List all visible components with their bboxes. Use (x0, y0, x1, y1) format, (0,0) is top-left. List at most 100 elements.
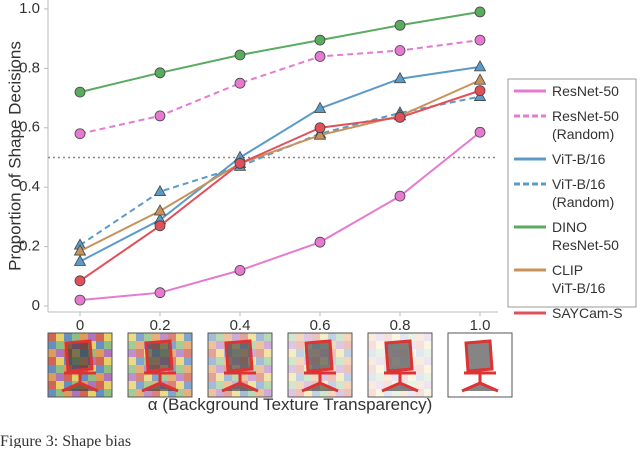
texture-patch (72, 373, 80, 381)
marker (234, 77, 246, 89)
series-line (79, 39, 481, 135)
marker (154, 220, 166, 232)
thumbnail-frame (367, 332, 433, 398)
texture-patch (184, 341, 192, 349)
texture-patch (288, 357, 296, 365)
texture-patch (256, 357, 264, 365)
y-tick-label: 1.0 (19, 0, 40, 17)
texture-patch (320, 373, 328, 381)
texture-patch (336, 389, 344, 397)
series-line (79, 65, 481, 263)
texture-patch (312, 373, 320, 381)
texture-patch (216, 341, 224, 349)
texture-patch (80, 333, 88, 341)
x-axis-label: α (Background Texture Transparency) (148, 395, 432, 414)
texture-patch (184, 373, 192, 381)
texture-patch (408, 341, 416, 349)
texture-patch (216, 333, 224, 341)
series-line (79, 79, 481, 252)
texture-patch (128, 333, 136, 341)
texture-patch (288, 341, 296, 349)
marker (234, 158, 246, 169)
marker (394, 111, 406, 123)
texture-patch (312, 389, 320, 397)
texture-patch (240, 333, 248, 341)
legend-label: ResNet-50 (Random) (552, 108, 619, 142)
texture-patch (88, 333, 96, 341)
texture-patch (208, 365, 216, 373)
chair (381, 339, 419, 393)
texture-patch (424, 333, 432, 341)
texture-patch (136, 349, 144, 357)
x-tick-label: 1.0 (470, 317, 491, 334)
texture-patch (136, 357, 144, 365)
marker (314, 34, 326, 46)
texture-patch (328, 333, 336, 341)
texture-patch (328, 389, 336, 397)
texture-patch (248, 333, 256, 341)
texture-patch (48, 341, 56, 349)
marker (74, 128, 86, 140)
marker (73, 244, 87, 256)
texture-patch (144, 389, 152, 397)
marker (314, 122, 326, 134)
texture-patch (296, 373, 304, 381)
x-tick-label: 0.2 (150, 317, 171, 334)
texture-patch (144, 373, 152, 381)
texture-patch (240, 389, 248, 397)
texture-patch (80, 389, 88, 397)
texture-patch (96, 341, 104, 349)
texture-patch (248, 373, 256, 381)
texture-patch (288, 373, 296, 381)
texture-patch (336, 365, 344, 373)
marker (73, 254, 87, 266)
texture-patch (296, 357, 304, 365)
texture-patch (160, 389, 168, 397)
marker (314, 51, 326, 62)
texture-patch (344, 349, 352, 357)
texture-patch (408, 333, 416, 341)
texture-patch (288, 349, 296, 357)
thumbnail-frame (127, 332, 193, 398)
texture-patch (384, 333, 392, 341)
texture-patch (320, 389, 328, 397)
texture-patch (144, 333, 152, 341)
texture-patch (48, 389, 56, 397)
texture-patch (264, 349, 272, 357)
texture-patch (56, 365, 64, 373)
texture-patch (240, 373, 248, 381)
texture-patch (208, 333, 216, 341)
series-line (79, 89, 481, 282)
texture-patch (216, 349, 224, 357)
texture-patch (408, 389, 416, 397)
texture-patch (368, 349, 376, 357)
texture-patch (344, 341, 352, 349)
texture-patch (208, 381, 216, 389)
texture-patch (184, 389, 192, 397)
texture-patch (168, 373, 176, 381)
texture-patch (104, 333, 112, 341)
texture-patch (176, 333, 184, 341)
marker (394, 45, 406, 56)
texture-patch (368, 365, 376, 373)
thumbnail-frame (47, 332, 113, 398)
texture-patch (64, 333, 72, 341)
texture-patch (296, 381, 304, 389)
texture-patch (208, 373, 216, 381)
texture-patch (144, 381, 152, 389)
texture-patch (224, 333, 232, 341)
texture-patch (176, 373, 184, 381)
texture-patch (296, 389, 304, 397)
marker (474, 85, 486, 97)
texture-patch (304, 381, 312, 389)
texture-patch (408, 381, 416, 389)
texture-patch (136, 341, 144, 349)
texture-patch (56, 333, 64, 341)
texture-patch (48, 381, 56, 389)
texture-patch (248, 389, 256, 397)
texture-patch (184, 357, 192, 365)
texture-patch (248, 341, 256, 349)
texture-patch (216, 389, 224, 397)
texture-patch (376, 349, 384, 357)
texture-patch (424, 373, 432, 381)
